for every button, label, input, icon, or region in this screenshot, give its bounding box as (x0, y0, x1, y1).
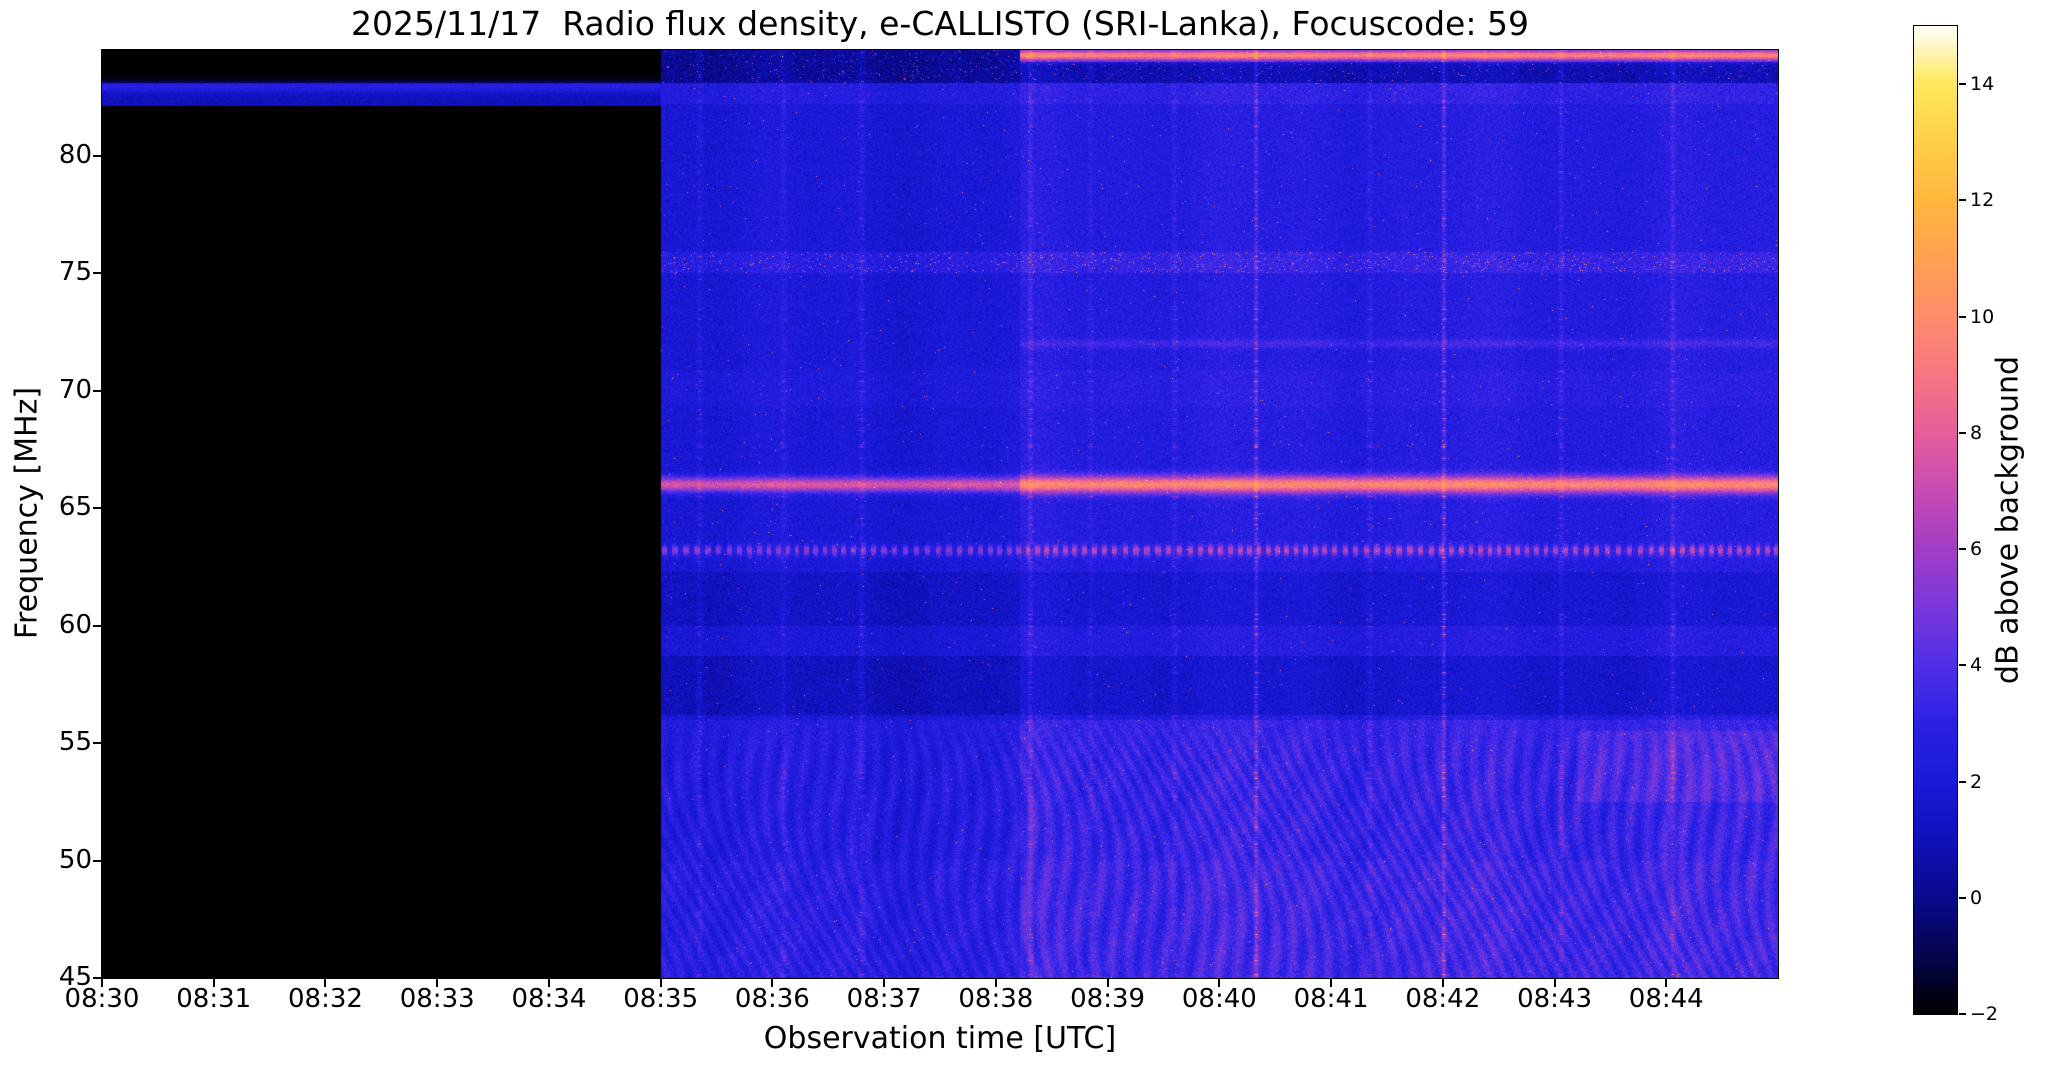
colorbar-tick-label: 4 (1970, 654, 1983, 677)
colorbar-tick-mark (1959, 548, 1966, 551)
colorbar-tick-label: 2 (1970, 770, 1983, 793)
x-tick-label: 08:34 (511, 984, 587, 1014)
x-tick-label: 08:30 (64, 984, 140, 1014)
x-tick-mark (994, 979, 997, 987)
plot-area (101, 49, 1779, 979)
x-tick-mark (1665, 979, 1668, 987)
y-tick-label: 80 (58, 139, 92, 170)
chart-title: 2025/11/17 Radio flux density, e-CALLIST… (351, 4, 1529, 43)
colorbar-tick-label: 14 (1970, 73, 1995, 96)
y-tick-label: 65 (58, 492, 92, 523)
colorbar-tick-mark (1959, 664, 1966, 667)
y-tick-label: 75 (58, 257, 92, 288)
y-tick-mark (93, 624, 101, 627)
x-tick-label: 08:41 (1293, 984, 1369, 1014)
colorbar-tick-label: 8 (1970, 421, 1983, 444)
x-tick-label: 08:42 (1405, 984, 1481, 1014)
x-tick-label: 08:33 (399, 984, 475, 1014)
x-tick-label: 08:44 (1628, 984, 1704, 1014)
x-tick-mark (1553, 979, 1556, 987)
x-axis-label: Observation time [UTC] (763, 1021, 1117, 1056)
x-tick-mark (771, 979, 774, 987)
x-tick-label: 08:32 (287, 984, 363, 1014)
y-tick-mark (93, 154, 101, 157)
colorbar-label: dB above background (1990, 355, 2026, 685)
colorbar-tick-mark (1959, 315, 1966, 318)
x-tick-mark (547, 979, 550, 987)
y-tick-label: 60 (58, 609, 92, 640)
colorbar-tick-mark (1959, 896, 1966, 899)
y-tick-mark (93, 742, 101, 745)
x-tick-label: 08:38 (958, 984, 1034, 1014)
x-tick-mark (1330, 979, 1333, 987)
colorbar-canvas (1914, 26, 1957, 1014)
x-tick-mark (101, 979, 103, 987)
x-tick-label: 08:31 (176, 984, 252, 1014)
y-tick-mark (93, 859, 101, 862)
x-tick-mark (1106, 979, 1109, 987)
colorbar-tick-mark (1959, 431, 1966, 434)
y-tick-mark (93, 272, 101, 275)
y-tick-mark (93, 389, 101, 392)
y-tick-mark (93, 507, 101, 510)
x-tick-mark (883, 979, 886, 987)
colorbar-tick-label: 6 (1970, 538, 1983, 561)
colorbar-tick-mark (1959, 1013, 1966, 1015)
x-tick-mark (659, 979, 662, 987)
x-tick-label: 08:40 (1181, 984, 1257, 1014)
y-tick-mark (93, 977, 101, 979)
y-tick-label: 70 (58, 374, 92, 405)
colorbar-tick-label: 10 (1970, 305, 1995, 328)
x-tick-mark (1441, 979, 1444, 987)
x-tick-mark (324, 979, 327, 987)
x-tick-label: 08:39 (1070, 984, 1146, 1014)
colorbar-tick-label: 12 (1970, 189, 1995, 212)
x-tick-mark (1218, 979, 1221, 987)
x-tick-mark (436, 979, 439, 987)
y-tick-label: 55 (58, 727, 92, 758)
colorbar-tick-label: −2 (1970, 1003, 1999, 1025)
x-tick-label: 08:43 (1517, 984, 1592, 1014)
colorbar-tick-mark (1959, 199, 1966, 202)
y-tick-label: 50 (58, 844, 92, 875)
colorbar-tick-label: 0 (1970, 886, 1983, 909)
x-tick-label: 08:35 (623, 984, 699, 1014)
x-tick-label: 08:37 (846, 984, 922, 1014)
spectrogram-canvas (102, 50, 1778, 978)
x-tick-mark (212, 979, 215, 987)
x-tick-label: 08:36 (734, 984, 810, 1014)
y-tick-label: 45 (58, 962, 92, 992)
colorbar (1913, 25, 1958, 1015)
colorbar-tick-mark (1959, 83, 1966, 86)
colorbar-tick-mark (1959, 780, 1966, 783)
